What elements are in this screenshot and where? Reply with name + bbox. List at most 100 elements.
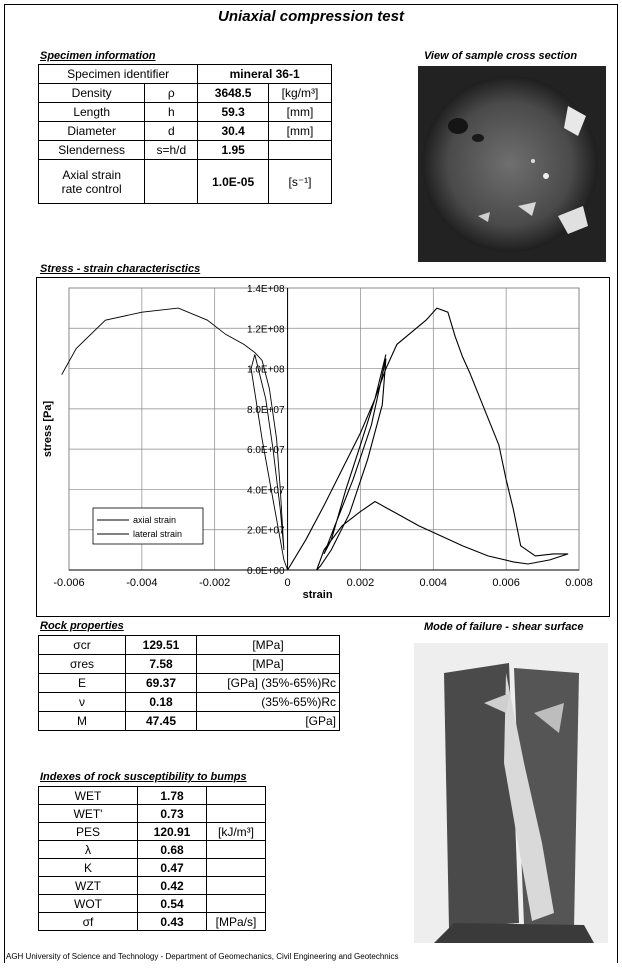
legend-label: axial strain: [133, 515, 176, 525]
bumps-unit: [206, 840, 266, 859]
bumps-name: PES: [38, 822, 138, 841]
specimen-val: 1.95: [197, 140, 269, 160]
specimen-unit: [kg/m³]: [267, 83, 333, 103]
rock-row: σcr 129.51 [MPa]: [38, 635, 340, 655]
footer: AGH University of Science and Technology…: [6, 952, 399, 961]
specimen-val: 59.3: [197, 102, 269, 122]
bumps-name: WET': [38, 804, 138, 823]
rock-unit: [GPa]: [196, 711, 340, 731]
specimen-val: 30.4: [197, 121, 269, 141]
bumps-row: WET' 0.73: [38, 804, 266, 823]
rock-sym: M: [38, 711, 126, 731]
specimen-sym: s=h/d: [144, 140, 199, 160]
rock-sym: σres: [38, 654, 126, 674]
bumps-name: WOT: [38, 894, 138, 913]
specimen-row: Slenderness s=h/d 1.95: [37, 140, 333, 160]
bumps-row: WOT 0.54: [38, 894, 266, 913]
bumps-name: WZT: [38, 876, 138, 895]
page-title: Uniaxial compression test: [218, 8, 404, 25]
bumps-name: K: [38, 858, 138, 877]
legend-label: lateral strain: [133, 529, 182, 539]
bumps-val: 0.73: [137, 804, 207, 823]
bumps-val: 0.43: [137, 912, 207, 931]
bumps-table: WET 1.78 WET' 0.73 PES 120.91 [kJ/m³] λ 0.68 K 0.4…: [38, 786, 266, 931]
y-tick-label: 1.4E+08: [247, 284, 285, 295]
rock-heading: Rock properties: [40, 620, 124, 632]
specimen-name: Diameter: [37, 121, 146, 141]
rate-sym: [144, 159, 199, 204]
page-frame: [4, 4, 618, 963]
rate-unit: [s⁻¹]: [267, 159, 333, 204]
chart-heading: Stress - strain characterisctics: [40, 263, 201, 275]
bumps-unit: [206, 786, 266, 805]
rock-unit: [MPa]: [196, 635, 340, 655]
y-tick-label: 0.0E+00: [247, 566, 285, 577]
x-tick-label: 0.004: [420, 577, 448, 589]
cross-section-caption: View of sample cross section: [424, 50, 578, 62]
rock-unit: (35%-65%)Rc: [196, 692, 340, 712]
bumps-unit: [MPa/s]: [206, 912, 266, 931]
rock-sym: E: [38, 673, 126, 693]
specimen-name: Slenderness: [37, 140, 146, 160]
specimen-table: Specimen identifier mineral 36-1 Density…: [37, 64, 333, 204]
rate-label-line2: rate control: [61, 181, 122, 196]
bumps-row: WZT 0.42: [38, 876, 266, 895]
bumps-row: σf 0.43 [MPa/s]: [38, 912, 266, 931]
specimen-val: 3648.5: [197, 83, 269, 103]
bumps-row: λ 0.68: [38, 840, 266, 859]
cross-section-photo: [418, 66, 606, 262]
y-axis-label: stress [Pa]: [42, 401, 54, 458]
y-tick-label: 4.0E+07: [247, 485, 285, 496]
x-tick-label: 0.008: [565, 577, 593, 589]
rock-row: ν 0.18 (35%-65%)Rc: [38, 692, 340, 712]
failure-image: [414, 643, 608, 943]
rate-value: 1.0E-05: [197, 159, 269, 204]
specimen-heading: Specimen information: [40, 50, 156, 62]
bumps-val: 120.91: [137, 822, 207, 841]
specimen-sym: d: [144, 121, 199, 141]
specimen-unit: [mm]: [267, 121, 333, 141]
y-tick-label: 1.0E+08: [247, 365, 285, 376]
x-tick-label: 0.006: [492, 577, 520, 589]
bumps-val: 0.42: [137, 876, 207, 895]
rock-val: 129.51: [125, 635, 197, 655]
stress-strain-chart: -0.006 -0.004 -0.002 0 0.002 0.004 0.006 0.008 0…: [36, 277, 610, 617]
legend-box: [92, 507, 204, 545]
x-axis-label: strain: [303, 589, 333, 601]
bumps-val: 0.54: [137, 894, 207, 913]
bumps-name: σf: [38, 912, 138, 931]
specimen-row: Density ρ 3648.5 [kg/m³]: [37, 83, 333, 103]
bumps-unit: [kJ/m³]: [206, 822, 266, 841]
y-tick-label: 2.0E+07: [247, 526, 285, 537]
rock-row: M 47.45 [GPa]: [38, 711, 340, 731]
rock-val: 7.58: [125, 654, 197, 674]
specimen-sym: ρ: [144, 83, 199, 103]
rock-val: 47.45: [125, 711, 197, 731]
rock-sym: ν: [38, 692, 126, 712]
bumps-val: 1.78: [137, 786, 207, 805]
rock-val: 0.18: [125, 692, 197, 712]
rock-row: σres 7.58 [MPa]: [38, 654, 340, 674]
bumps-unit: [206, 858, 266, 877]
failure-photo: [414, 643, 608, 943]
bumps-row: K 0.47: [38, 858, 266, 877]
rock-table: σcr 129.51 [MPa] σres 7.58 [MPa] E 69.37 [GPa] (…: [38, 635, 340, 731]
bumps-name: WET: [38, 786, 138, 805]
y-tick-label: 8.0E+07: [247, 405, 285, 416]
bumps-unit: [206, 894, 266, 913]
rate-label: Axial strain rate control: [37, 159, 146, 204]
specimen-unit: [mm]: [267, 102, 333, 122]
x-tick-label: 0.002: [347, 577, 375, 589]
specimen-name: Length: [37, 102, 146, 122]
y-tick-label: 1.2E+08: [247, 324, 285, 335]
rock-val: 69.37: [125, 673, 197, 693]
bumps-unit: [206, 876, 266, 895]
x-tick-label: -0.004: [126, 577, 157, 589]
specimen-id-label: Specimen identifier: [37, 64, 199, 84]
series-line-axial-strain: [287, 307, 569, 571]
rock-row: E 69.37 [GPa] (35%-65%)Rc: [38, 673, 340, 693]
specimen-sym: h: [144, 102, 199, 122]
specimen-name: Density: [37, 83, 146, 103]
specimen-row: Length h 59.3 [mm]: [37, 102, 333, 122]
bumps-row: WET 1.78: [38, 786, 266, 805]
